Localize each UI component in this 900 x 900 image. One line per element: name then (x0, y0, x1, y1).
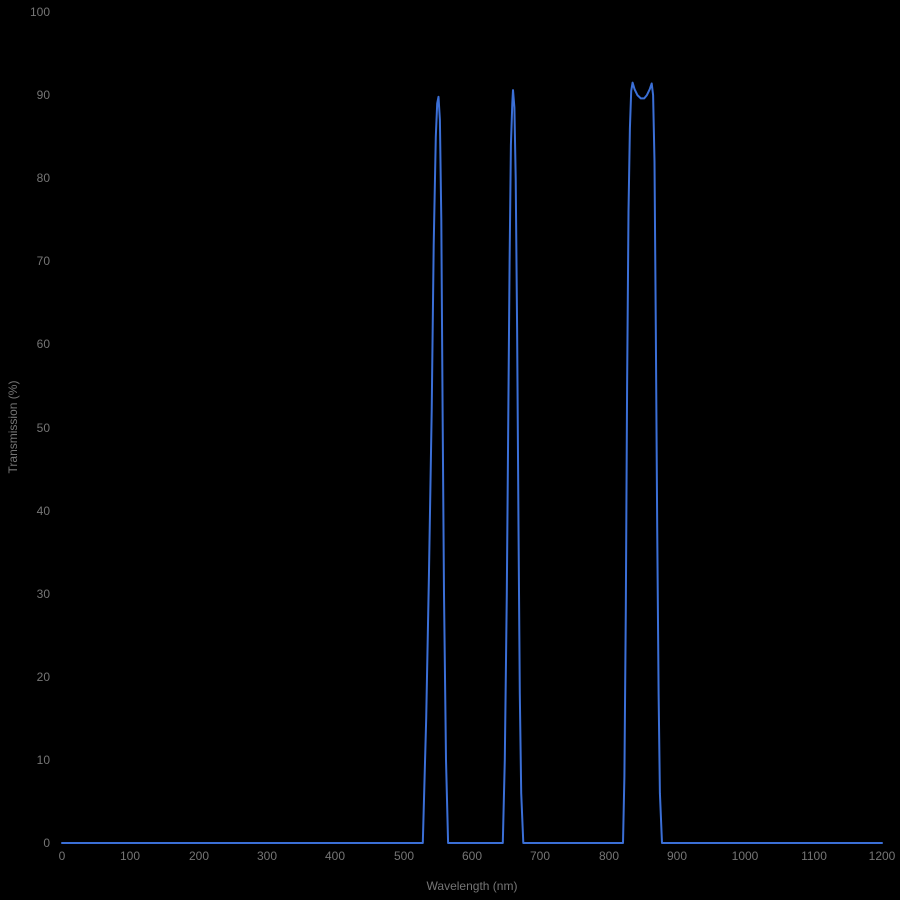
y-tick-label-70: 70 (36, 254, 50, 268)
x-tick-label-900: 900 (666, 849, 688, 863)
y-tick-label-100: 100 (29, 5, 50, 19)
y-tick-label-60: 60 (36, 337, 50, 351)
y-tick-label-80: 80 (36, 171, 50, 185)
x-tick-label-1000: 1000 (731, 849, 759, 863)
x-tick-label-400: 400 (324, 849, 346, 863)
y-tick-label-20: 20 (36, 670, 50, 684)
y-tick-label-40: 40 (36, 504, 50, 518)
y-tick-label-10: 10 (36, 753, 50, 767)
x-tick-label-0: 0 (58, 849, 66, 863)
x-tick-label-100: 100 (119, 849, 141, 863)
x-tick-label-800: 800 (598, 849, 620, 863)
x-tick-label-200: 200 (188, 849, 210, 863)
transmission-series-line (61, 81, 883, 844)
x-axis-title: Wavelength (nm) (426, 879, 518, 893)
x-tick-label-1200: 1200 (868, 849, 896, 863)
x-tick-label-1100: 1100 (801, 849, 827, 863)
y-tick-label-50: 50 (36, 421, 50, 435)
x-tick-label-300: 300 (256, 849, 278, 863)
y-tick-label-30: 30 (36, 587, 50, 601)
y-axis-title: Transmission (%) (6, 380, 20, 474)
y-tick-label-90: 90 (36, 88, 50, 102)
x-tick-label-600: 600 (461, 849, 483, 863)
x-tick-label-500: 500 (393, 849, 415, 863)
x-tick-label-700: 700 (529, 849, 551, 863)
y-tick-label-0: 0 (43, 836, 50, 850)
